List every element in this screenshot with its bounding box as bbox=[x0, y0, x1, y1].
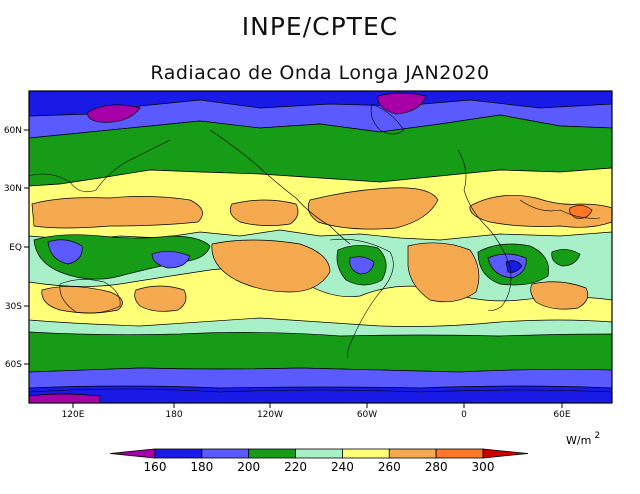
equatorial-green-indian bbox=[551, 249, 581, 267]
colorbar-swatch bbox=[435, 448, 484, 459]
arctic-purple-2 bbox=[377, 92, 427, 115]
north-darkorange-arabia bbox=[569, 205, 593, 219]
lon-ticks bbox=[72, 403, 563, 408]
colorbar-swatch bbox=[295, 448, 343, 459]
page-title: INPE/CPTEC bbox=[241, 12, 399, 41]
colorbar-label: 280 bbox=[425, 460, 448, 474]
olr-field bbox=[29, 91, 612, 403]
map-subtitle: Radiacao de Onda Longa JAN2020 bbox=[150, 62, 490, 84]
lat-label-60s: 60S bbox=[5, 360, 22, 370]
south-polar-darkblue bbox=[29, 385, 612, 403]
units-base: W/m bbox=[566, 434, 591, 447]
south-orange-atlantic bbox=[407, 242, 480, 303]
south-polar-purple bbox=[29, 393, 101, 403]
colorbar-swatch bbox=[388, 448, 437, 459]
coast-arabia-india bbox=[519, 199, 601, 219]
lon-label-180: 180 bbox=[165, 410, 182, 420]
colorbar-label: 180 bbox=[190, 460, 213, 474]
south-orange-indian bbox=[41, 286, 123, 314]
colorbar-swatch bbox=[342, 448, 390, 459]
lon-label-60w: 60W bbox=[357, 410, 377, 420]
colorbar-swatch bbox=[154, 448, 203, 459]
coast-antarctica bbox=[29, 388, 612, 393]
south-orange-pacific-e bbox=[211, 239, 331, 293]
units-label: W/m 2 bbox=[566, 431, 600, 447]
coast-australia bbox=[59, 279, 121, 314]
equatorial-blue-samerica bbox=[349, 256, 375, 275]
north-orange-pacific-w bbox=[31, 196, 203, 229]
lat-label-60n: 60N bbox=[4, 126, 22, 136]
north-orange-atlantic bbox=[307, 187, 439, 230]
colorbar-swatch bbox=[248, 448, 296, 459]
lat-label-eq: EQ bbox=[9, 243, 22, 253]
north-orange-pacific-e bbox=[229, 199, 299, 226]
colorbar-high-arrow bbox=[482, 448, 529, 459]
colorbar-label: 240 bbox=[331, 460, 354, 474]
arctic-purple-1 bbox=[87, 104, 141, 123]
colorbar-label: 300 bbox=[472, 460, 495, 474]
coast-south-america bbox=[329, 238, 394, 359]
units-exponent: 2 bbox=[594, 431, 600, 441]
lat-ticks bbox=[24, 129, 29, 365]
lon-label-120w: 120W bbox=[257, 410, 283, 420]
lon-label-60e: 60E bbox=[553, 410, 570, 420]
lat-label-30s: 30S bbox=[5, 302, 22, 312]
lon-label-120e: 120E bbox=[62, 410, 85, 420]
colorbar-label: 220 bbox=[284, 460, 307, 474]
lon-label-0: 0 bbox=[461, 410, 467, 420]
colorbar-label: 260 bbox=[378, 460, 401, 474]
equatorial-blue-maritime bbox=[47, 239, 83, 265]
colorbar-swatch bbox=[201, 448, 250, 459]
colorbar: 160 180 200 220 240 260 280 300 bbox=[109, 448, 529, 474]
north-orange-sahara bbox=[469, 194, 612, 228]
equatorial-blue-pacific bbox=[151, 251, 191, 269]
coast-europe-africa bbox=[457, 149, 512, 311]
coastlines bbox=[29, 103, 612, 393]
colorbar-label: 160 bbox=[144, 460, 167, 474]
coast-asia bbox=[29, 139, 171, 193]
south-orange-indian-e bbox=[530, 281, 589, 310]
colorbar-low-arrow bbox=[109, 448, 156, 459]
coast-north-america bbox=[209, 129, 351, 245]
coast-greenland bbox=[370, 103, 405, 135]
south-orange-pacific-w bbox=[134, 285, 187, 312]
lat-label-30n: 30N bbox=[4, 184, 22, 194]
colorbar-label: 200 bbox=[237, 460, 260, 474]
south-midlat-band bbox=[29, 331, 612, 373]
